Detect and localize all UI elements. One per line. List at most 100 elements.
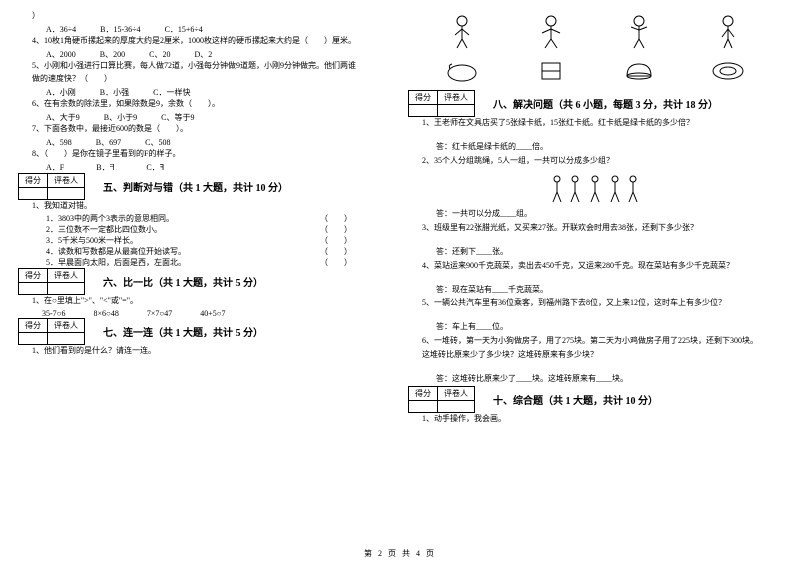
child-figure-3 bbox=[618, 12, 660, 50]
opt-c: C、508 bbox=[145, 137, 170, 148]
judge-4: 4．读数和写数都是从最高位开始读写。 bbox=[46, 246, 186, 257]
score-cell[interactable] bbox=[19, 187, 48, 199]
opt-d: D、2 bbox=[194, 49, 212, 60]
opt-a: A．F bbox=[46, 162, 64, 173]
score-label: 得分 bbox=[19, 173, 48, 187]
score-label: 得分 bbox=[19, 269, 48, 283]
judge-5: 5．早晨面向太阳，后面是西，左面北。 bbox=[46, 257, 186, 268]
problem-3: 3、班级里有22张腊光纸，又买来27张。开联欢会时用去38张，还剩下多少张？ bbox=[408, 222, 782, 235]
opt-b: B、697 bbox=[96, 137, 121, 148]
opt-b: B．小强 bbox=[100, 87, 129, 98]
score-cell[interactable] bbox=[19, 283, 48, 295]
grader-cell[interactable] bbox=[438, 105, 475, 117]
object-figure-4 bbox=[707, 56, 749, 86]
opt-b: B、小于9 bbox=[104, 112, 137, 123]
problem-1-answer: 答：红卡纸是绿卡纸的____倍。 bbox=[408, 141, 782, 154]
q6-text: 6、在有余数的除法里，如果除数是9，余数（ ）。 bbox=[18, 98, 392, 111]
judge-paren[interactable]: （ ） bbox=[320, 246, 352, 257]
comprehensive-intro: 1、动手操作，我会画。 bbox=[408, 413, 782, 426]
q-close: ） bbox=[18, 10, 392, 23]
q5-text-a: 5、小刚和小强进行口算比赛，每人做72道，小强每分钟做9道题，小刚9分钟做完。他… bbox=[18, 60, 392, 73]
grader-label: 评卷人 bbox=[438, 91, 475, 105]
child-figure-1 bbox=[441, 12, 483, 50]
opt-a: A．36÷4 bbox=[46, 24, 76, 35]
score-box-10: 得分评卷人 bbox=[408, 386, 475, 413]
opt-b: B．ᖷ bbox=[96, 162, 114, 173]
q5-options: A．小刚 B．小强 C．一样快 bbox=[18, 87, 392, 98]
problem-2-figure bbox=[408, 168, 782, 208]
compare-intro: 1、在○里填上">"、"<"或"="。 bbox=[18, 295, 392, 308]
score-label: 得分 bbox=[19, 319, 48, 333]
q8-options: A．F B．ᖷ C．ꟻ bbox=[18, 162, 392, 173]
grader-label: 评卷人 bbox=[438, 387, 475, 401]
judge-3: 3．5千米与500米一样长。 bbox=[46, 235, 138, 246]
opt-a: A、大于9 bbox=[46, 112, 80, 123]
score-box-5: 得分评卷人 bbox=[18, 173, 85, 200]
section-5-title: 五、判断对与错（共 1 大题，共计 10 分） bbox=[103, 179, 288, 194]
grader-cell[interactable] bbox=[48, 283, 85, 295]
section-6-title: 六、比一比（共 1 大题，共计 5 分） bbox=[103, 274, 263, 289]
opt-c: C．15+6÷4 bbox=[165, 24, 203, 35]
object-figure-2 bbox=[530, 56, 572, 86]
grader-label: 评卷人 bbox=[48, 319, 85, 333]
q3-options: A．36÷4 B．15-36÷4 C．15+6÷4 bbox=[18, 24, 392, 35]
opt-c: C．ꟻ bbox=[146, 162, 164, 173]
problem-4-answer: 答：现在菜站有____千克蔬菜。 bbox=[408, 284, 782, 297]
grader-cell[interactable] bbox=[48, 187, 85, 199]
judge-1: 1．3803中的两个3表示的意思相同。 bbox=[46, 213, 174, 224]
opt-c: C．一样快 bbox=[153, 87, 190, 98]
q4-options: A、2000 B、200 C、20 D、2 bbox=[18, 49, 392, 60]
judge-2: 2．三位数不一定都比四位数小。 bbox=[46, 224, 162, 235]
problem-2: 2、35个人分组跳绳，5人一组，一共可以分成多少组？ bbox=[408, 155, 782, 168]
score-label: 得分 bbox=[409, 91, 438, 105]
section-10-title: 十、综合题（共 1 大题，共计 10 分） bbox=[493, 392, 658, 407]
link-intro: 1、他们看到的是什么？请连一连。 bbox=[18, 345, 392, 358]
compare-2: 8×6○48 bbox=[94, 309, 119, 318]
problem-6-answer: 答：这堆砖比原来少了____块。这堆砖原来有____块。 bbox=[408, 373, 782, 386]
problem-4: 4、菜站运来900千克蔬菜，卖出去450千克，又运来280千克。现在菜站有多少千… bbox=[408, 260, 782, 273]
opt-a: A、2000 bbox=[46, 49, 76, 60]
grader-cell[interactable] bbox=[438, 401, 475, 413]
score-cell[interactable] bbox=[19, 333, 48, 345]
q7-text: 7、下面各数中，最接近600的数是（ ）。 bbox=[18, 123, 392, 136]
section-8-title: 八、解决问题（共 6 小题，每题 3 分，共计 18 分） bbox=[493, 96, 718, 111]
opt-a: A、598 bbox=[46, 137, 72, 148]
compare-1: 35-7○6 bbox=[42, 309, 66, 318]
grader-label: 评卷人 bbox=[48, 173, 85, 187]
compare-3: 7×7○47 bbox=[147, 309, 172, 318]
object-figure-1 bbox=[441, 56, 483, 86]
child-figure-2 bbox=[530, 12, 572, 50]
child-figure-4 bbox=[707, 12, 749, 50]
q8-text: 8、（ ）是你在镜子里看到的F的样子。 bbox=[18, 148, 392, 161]
opt-c: C、20 bbox=[149, 49, 170, 60]
judge-paren[interactable]: （ ） bbox=[320, 213, 352, 224]
q4-text: 4、10枚1角硬币摞起来的厚度大约是2厘米，1000枚这样的硬币摞起来大约是（ … bbox=[18, 35, 392, 48]
score-box-8: 得分评卷人 bbox=[408, 90, 475, 117]
problem-5-answer: 答：车上有____位。 bbox=[408, 321, 782, 334]
problem-6a: 6、一堆砖，第一天为小狗做房子，用了275块。第二天为小鸡做房子用了225块，还… bbox=[408, 335, 782, 348]
q7-options: A、598 B、697 C、508 bbox=[18, 137, 392, 148]
object-figure-3 bbox=[618, 56, 660, 86]
q6-options: A、大于9 B、小于9 C、等于9 bbox=[18, 112, 392, 123]
problem-6b: 这堆砖比原来少了多少块？这堆砖原来有多少块？ bbox=[408, 349, 782, 362]
score-cell[interactable] bbox=[409, 401, 438, 413]
figure-row-top bbox=[408, 10, 782, 56]
grader-label: 评卷人 bbox=[48, 269, 85, 283]
opt-b: B．15-36÷4 bbox=[100, 24, 140, 35]
judge-paren[interactable]: （ ） bbox=[320, 224, 352, 235]
figure-row-bottom bbox=[408, 56, 782, 90]
problem-2-answer: 答：一共可以分成____组。 bbox=[408, 208, 782, 221]
problem-3-answer: 答：还剩下____张。 bbox=[408, 246, 782, 259]
q5-text-b: 做的速度快？（ ） bbox=[18, 73, 392, 86]
problem-1: 1、王老师在文具店买了5张绿卡纸，15张红卡纸。红卡纸是绿卡纸的多少倍？ bbox=[408, 117, 782, 130]
score-cell[interactable] bbox=[409, 105, 438, 117]
judge-paren[interactable]: （ ） bbox=[320, 235, 352, 246]
grader-cell[interactable] bbox=[48, 333, 85, 345]
score-box-7: 得分评卷人 bbox=[18, 318, 85, 345]
score-box-6: 得分评卷人 bbox=[18, 268, 85, 295]
judge-paren[interactable]: （ ） bbox=[320, 257, 352, 268]
opt-b: B、200 bbox=[100, 49, 125, 60]
compare-4: 40+5○7 bbox=[200, 309, 225, 318]
judge-intro: 1、我知道对错。 bbox=[18, 200, 392, 213]
opt-c: C、等于9 bbox=[161, 112, 194, 123]
